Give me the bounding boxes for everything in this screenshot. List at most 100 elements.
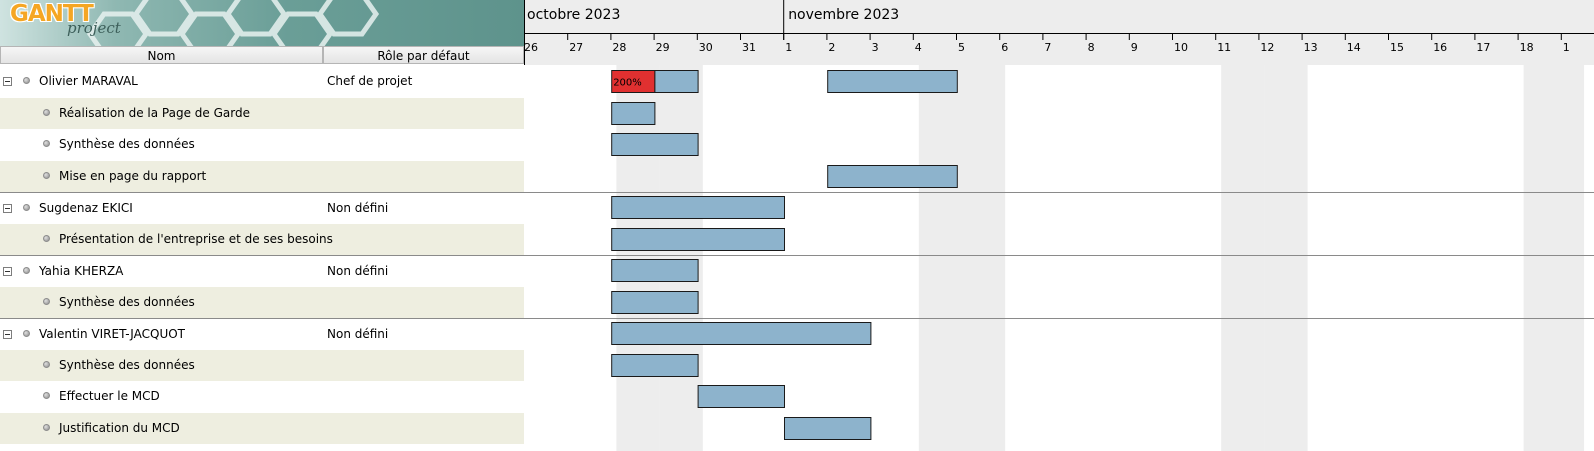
table-header: Nom Rôle par défaut — [0, 46, 524, 65]
task-icon — [43, 235, 50, 242]
assignment-row[interactable]: Synthèse des données — [0, 287, 524, 318]
resource-icon — [23, 330, 30, 337]
assignment-row[interactable]: Présentation de l'entreprise et de ses b… — [0, 224, 524, 255]
assignment-bar — [611, 133, 699, 156]
day-label: 28 — [612, 41, 627, 54]
day-label: 16 — [1433, 41, 1448, 54]
chart-canvas: 200% — [524, 0, 1594, 451]
task-name: Mise en page du rapport — [59, 169, 207, 183]
day-label: 12 — [1260, 41, 1275, 54]
task-name: Effectuer le MCD — [59, 389, 160, 403]
gantt-chart: 200% octobre 2023 novembre 2023 26 27 28 29 30… — [524, 0, 1594, 451]
day-label: 26 — [524, 41, 538, 54]
day-label: 10 — [1174, 41, 1188, 54]
resource-role: Non défini — [327, 264, 389, 278]
assignment-bar — [611, 354, 699, 377]
task-name: Synthèse des données — [59, 295, 195, 309]
task-icon — [43, 109, 50, 116]
assignment-row[interactable]: Synthèse des données — [0, 350, 524, 381]
collapse-toggle-icon[interactable] — [3, 330, 12, 339]
timeline-header-bg — [524, 0, 1594, 65]
collapse-toggle-icon[interactable] — [3, 204, 12, 213]
resource-icon — [23, 204, 30, 211]
assignment-row[interactable]: Justification du MCD — [0, 413, 524, 444]
day-label: 9 — [1130, 41, 1138, 54]
task-icon — [43, 392, 50, 399]
weekend-column — [918, 65, 962, 451]
task-name: Synthèse des données — [59, 358, 195, 372]
logo-project-text: project — [67, 19, 121, 37]
resource-name: Yahia KHERZA — [39, 264, 124, 278]
day-label: 1 — [1562, 41, 1570, 54]
resource-role: Non défini — [327, 201, 389, 215]
assignment-bar — [784, 417, 872, 440]
task-icon — [43, 140, 50, 147]
resource-row[interactable]: Sugdenaz EKICI Non défini — [0, 192, 524, 223]
task-name: Présentation de l'entreprise et de ses b… — [59, 232, 333, 246]
day-label: 8 — [1087, 41, 1095, 54]
day-label: 31 — [742, 41, 756, 54]
day-label: 11 — [1217, 41, 1232, 54]
collapse-toggle-icon[interactable] — [3, 267, 12, 276]
task-icon — [43, 361, 50, 368]
day-label: 6 — [1001, 41, 1009, 54]
resource-icon — [23, 77, 30, 84]
weekend-column — [1524, 65, 1585, 451]
task-icon — [43, 424, 50, 431]
resource-table: GANTT project Nom Rôle par défaut Olivie… — [0, 0, 524, 451]
assignment-row[interactable]: Effectuer le MCD — [0, 381, 524, 412]
task-name: Réalisation de la Page de Garde — [59, 106, 250, 120]
weekend-column — [962, 65, 1006, 451]
month-label: novembre 2023 — [788, 7, 900, 23]
assignment-bar — [827, 165, 958, 188]
collapse-toggle-icon[interactable] — [3, 77, 12, 86]
day-label: 14 — [1346, 41, 1361, 54]
resource-name: Olivier MARAVAL — [39, 74, 138, 88]
day-label: 5 — [958, 41, 965, 54]
task-icon — [43, 172, 50, 179]
assignment-bar — [611, 228, 785, 251]
assignment-row[interactable]: Réalisation de la Page de Garde — [0, 98, 524, 129]
day-label: 15 — [1390, 41, 1404, 54]
assignment-bar — [611, 291, 699, 314]
day-label: 13 — [1303, 41, 1318, 54]
resource-role: Chef de projet — [327, 74, 413, 88]
assignment-row[interactable]: Synthèse des données — [0, 129, 524, 160]
weekend-column — [1221, 65, 1265, 451]
assignment-bar — [611, 102, 656, 125]
hexagon-pattern — [86, 0, 380, 46]
day-label: 27 — [569, 41, 584, 54]
day-label: 7 — [1044, 41, 1052, 54]
assignment-bar — [827, 70, 958, 93]
assignment-bar — [611, 322, 872, 345]
resource-row[interactable]: Yahia KHERZA Non défini — [0, 255, 524, 286]
assignment-row[interactable]: Mise en page du rapport — [0, 161, 524, 192]
day-label: 3 — [871, 41, 879, 54]
assignment-bar — [611, 259, 699, 282]
day-label: 17 — [1476, 41, 1491, 54]
weekend-column — [1264, 65, 1308, 451]
ganttproject-logo: GANTT project — [0, 0, 524, 46]
resource-role: Non défini — [327, 327, 389, 341]
task-name: Synthèse des données — [59, 137, 195, 151]
day-label: 30 — [698, 41, 713, 54]
column-header-name[interactable]: Nom — [0, 46, 323, 64]
day-label: 29 — [655, 41, 670, 54]
assignment-bar — [611, 196, 785, 219]
weekend-column — [616, 65, 660, 451]
day-label: 1 — [785, 41, 793, 54]
task-icon — [43, 298, 50, 305]
logo-text: GANTT project — [10, 1, 121, 36]
load-label: 200% — [613, 78, 642, 89]
task-name: Justification du MCD — [59, 421, 180, 435]
day-label: 2 — [828, 41, 836, 54]
resource-row[interactable]: Valentin VIRET-JACQUOT Non défini — [0, 318, 524, 349]
resource-name: Sugdenaz EKICI — [39, 201, 133, 215]
column-header-role[interactable]: Rôle par défaut — [323, 46, 524, 64]
resource-name: Valentin VIRET-JACQUOT — [39, 327, 186, 341]
day-label: 4 — [914, 41, 922, 54]
assignment-bar — [654, 70, 699, 93]
logo-gantt-text: GANTT — [10, 1, 94, 27]
resource-icon — [23, 267, 30, 274]
resource-row[interactable]: Olivier MARAVAL Chef de projet — [0, 66, 524, 97]
